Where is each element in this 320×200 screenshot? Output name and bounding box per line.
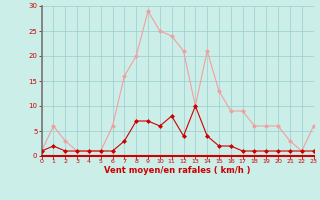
X-axis label: Vent moyen/en rafales ( km/h ): Vent moyen/en rafales ( km/h ) xyxy=(104,166,251,175)
